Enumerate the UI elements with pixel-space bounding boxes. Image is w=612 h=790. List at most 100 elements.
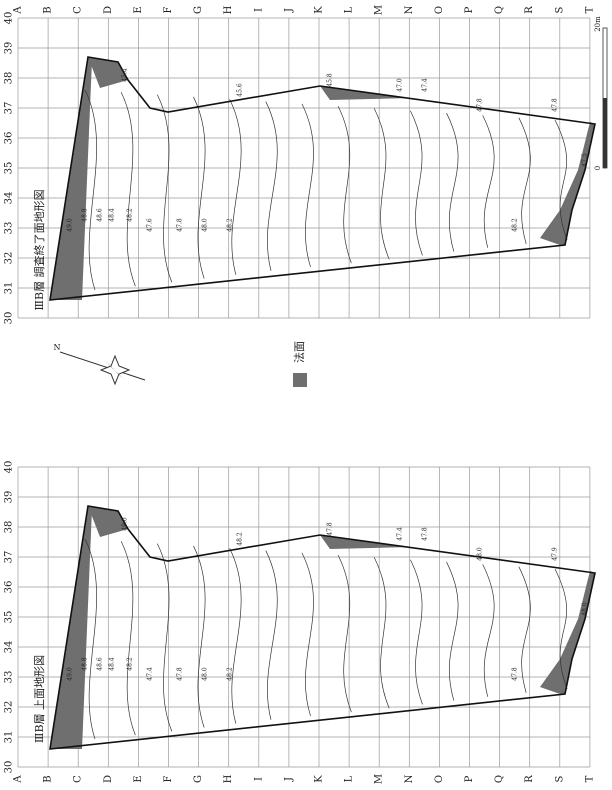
elevation-label: 47.8 [552, 98, 559, 112]
column-label: P [464, 6, 475, 13]
contour-line [157, 544, 172, 732]
column-label: Q [494, 6, 505, 14]
contour-line [447, 113, 459, 251]
row-label: 30 [4, 761, 15, 774]
column-label: M [374, 774, 385, 784]
column-label: K [314, 6, 325, 14]
row-label: 35 [4, 162, 15, 175]
column-label: C [73, 6, 84, 14]
elevation-label: 48.2 [227, 667, 234, 681]
contour-line [410, 111, 422, 256]
row-label: 31 [4, 282, 15, 295]
column-label: S [554, 6, 565, 13]
elevation-label: 47.4 [422, 78, 429, 92]
scale-label: 0 [594, 166, 602, 170]
contour-line [374, 108, 389, 259]
column-label: F [163, 6, 174, 13]
row-label: 38 [4, 521, 15, 534]
column-label: E [133, 775, 144, 782]
row-label: 34 [4, 641, 15, 654]
elevation-label: 48.4 [109, 657, 116, 671]
row-label: 35 [4, 611, 15, 624]
scale-bar [603, 28, 607, 168]
column-label: T [584, 775, 595, 782]
row-label: 38 [4, 72, 15, 85]
elevation-label: 47.6 [147, 218, 154, 232]
elevation-label: 47.8 [422, 527, 429, 541]
column-label: F [163, 775, 174, 782]
elevation-label: 48.0 [202, 667, 209, 681]
legend-label: 法面 [292, 341, 306, 363]
column-label: G [193, 775, 204, 783]
site-outline [50, 506, 595, 749]
elevation-label: 49.0 [122, 517, 129, 531]
row-label: 31 [4, 731, 15, 744]
column-label: B [43, 775, 54, 782]
svg-text:N: N [54, 343, 61, 352]
contour-line [302, 553, 314, 716]
row-label: 37 [4, 551, 15, 564]
column-label: N [404, 774, 415, 783]
row-label: 33 [4, 671, 15, 684]
elevation-label: 48.8 [82, 657, 89, 671]
elevation-label: 48.4 [109, 208, 116, 222]
column-label: P [464, 775, 475, 782]
contour-line [447, 562, 459, 700]
column-label: L [344, 6, 355, 13]
elevation-label: 48.0 [202, 218, 209, 232]
elevation-label: 48.2 [512, 218, 519, 232]
elevation-label: 48.2 [127, 208, 134, 222]
row-label: 32 [4, 701, 15, 714]
slope-area [540, 571, 595, 694]
elevation-label: 47.8 [512, 667, 519, 681]
elevation-label: 48.6 [97, 208, 104, 222]
elevation-label: 48.2 [237, 532, 244, 546]
elevation-label: 48.8 [82, 208, 89, 222]
contour-line [157, 95, 172, 283]
elevation-label: 47.9 [552, 547, 559, 561]
row-label: 37 [4, 102, 15, 115]
legend-swatch [293, 373, 307, 387]
elevation-label: 45.6 [237, 83, 244, 97]
elevation-label: 48.2 [227, 218, 234, 232]
column-label: G [193, 6, 204, 14]
elevation-label: 45.4 [122, 68, 129, 82]
column-label: C [73, 775, 84, 783]
elevation-label: 47.8 [327, 522, 334, 536]
column-label: N [404, 5, 415, 14]
north-arrow: N [54, 343, 146, 384]
column-label: H [223, 774, 234, 783]
row-label: 39 [4, 491, 15, 504]
row-label: 34 [4, 192, 15, 205]
column-label: O [434, 775, 445, 783]
column-label: L [344, 775, 355, 782]
site-outline [50, 57, 595, 300]
row-label: 36 [4, 581, 15, 594]
column-label: E [133, 6, 144, 13]
row-label: 40 [4, 461, 15, 474]
column-label: Q [494, 775, 505, 783]
map-title: ⅢB層 上面地形図 [33, 655, 46, 743]
scale-label: 20m [594, 16, 602, 32]
contour-line [519, 567, 531, 693]
row-label: 36 [4, 132, 15, 145]
elevation-label: 47.4 [397, 527, 404, 541]
row-label: 39 [4, 42, 15, 55]
column-label: T [584, 6, 595, 13]
column-label: M [374, 5, 385, 15]
contour-line [519, 118, 531, 244]
slope-area [540, 122, 595, 245]
column-label: I [253, 8, 264, 12]
column-label: B [43, 6, 54, 13]
contour-line [266, 102, 277, 271]
column-label: D [103, 6, 114, 14]
elevation-label: 48.2 [127, 657, 134, 671]
contour-line [193, 97, 205, 279]
elevation-label: 48.0 [582, 602, 589, 616]
elevation-label: 47.0 [397, 78, 404, 92]
elevation-label: 47.8 [177, 218, 184, 232]
page: N 法面 0 20m ABCDEFGHIJKLMNOPQRST403938373… [0, 0, 612, 790]
row-label: 30 [4, 312, 15, 325]
contour-line [374, 557, 389, 708]
